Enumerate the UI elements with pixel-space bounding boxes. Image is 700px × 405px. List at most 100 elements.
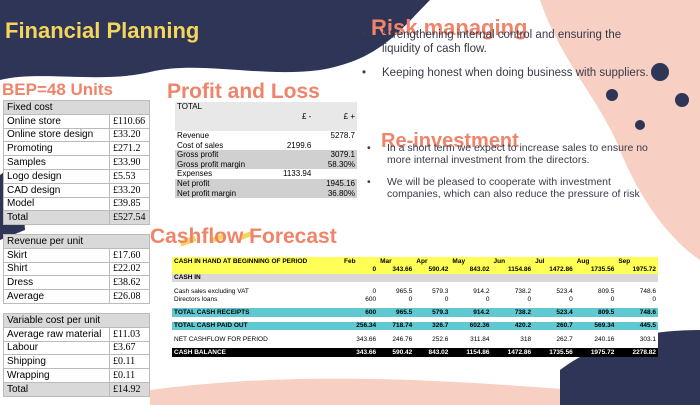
cashflow-month: Apr: [414, 257, 451, 266]
cashflow-opening-value: 843.02: [450, 265, 492, 274]
fixed-total-label: Total: [3, 210, 110, 226]
cashflow-receipts-label: TOTAL CASH RECEIPTS: [172, 308, 342, 317]
bullet-icon: •: [367, 142, 371, 154]
fixed-cost-row: Model £39.85: [3, 196, 150, 212]
pl-label: Net profit margin: [175, 188, 271, 198]
cashflow-sales-value: 738.2: [514, 287, 532, 295]
fixed-cost-label: Samples: [3, 155, 110, 170]
revenue-row: Skirt £17.60: [3, 247, 150, 263]
variable-cost-table: Variable cost per unit Average raw mater…: [3, 313, 150, 397]
reinvestment-bullet-text: We will be pleased to cooperate with inv…: [387, 176, 640, 200]
variable-total-label: Total: [3, 381, 110, 397]
fixed-cost-value: £33.90: [109, 155, 150, 170]
cashflow-net-value: 262.7: [556, 335, 573, 343]
cashflow-sales-label: Cash sales excluding VAT: [174, 287, 249, 295]
variable-cost-label: Average raw material: [3, 326, 110, 342]
cashflow-loans-value: 0: [408, 295, 413, 303]
cashflow-paid-value: 602.36: [450, 321, 492, 331]
risk-bullet-text: Strengthening internal control and ensur…: [382, 29, 622, 55]
revenue-label: Average: [3, 289, 110, 304]
pl-plus: [313, 169, 357, 179]
reinvestment-heading: Re-investment: [381, 130, 519, 152]
cashflow-balance-value: 1472.86: [491, 348, 534, 357]
cashflow-cash-in-label: CASH IN: [172, 273, 342, 282]
cashflow-opening-label: CASH IN HAND AT BEGINNING OF PERIOD: [172, 257, 342, 266]
bullet-icon: •: [362, 29, 367, 41]
risk-bullet: • Strengthening internal control and ensu…: [362, 28, 662, 56]
fixed-cost-row: Online store design £33.20: [3, 127, 150, 143]
cashflow-month: Feb: [342, 257, 379, 266]
revenue-row: Shirt £22.02: [3, 261, 150, 277]
cashflow-opening-value: 590.42: [414, 265, 451, 274]
pl-plus: 1945.16: [313, 178, 357, 189]
pl-minus: 1133.94: [283, 169, 312, 179]
fixed-cost-value: £33.20: [109, 182, 150, 198]
reinvestment-bullet-text: In a short term we expect to increase sa…: [387, 142, 648, 166]
bep-heading: BEP=48 Units: [2, 80, 114, 99]
fixed-cost-value: £39.85: [109, 196, 150, 212]
cashflow-receipts-value: 809.5: [574, 308, 617, 317]
cashflow-month: May: [450, 257, 492, 266]
reinvestment-bullets: • In a short term we expect to increase s…: [367, 142, 667, 210]
cashflow-net-value: 240.16: [594, 335, 615, 343]
cashflow-loans-value: 0: [444, 295, 449, 303]
variable-cost-row: Labour £3.67: [3, 340, 150, 356]
pl-plus: 36.80%: [313, 188, 357, 198]
cashflow-sales-value: 523.4: [556, 287, 573, 295]
cashflow-receipts-value: 748.6: [616, 308, 658, 317]
pl-label: Revenue: [177, 131, 210, 141]
revenue-row: Average £26.08: [3, 289, 150, 304]
cashflow-sales-value: 0: [372, 287, 377, 295]
pl-plus: 3079.1: [313, 149, 357, 160]
reinvestment-bullet: • We will be pleased to cooperate with in…: [367, 176, 667, 200]
cashflow-receipts-value: 579.3: [414, 308, 451, 317]
cashflow-paid-value: 326.7: [414, 321, 451, 331]
bullet-icon: •: [362, 67, 367, 79]
variable-cost-value: £3.67: [109, 340, 150, 356]
pl-col-plus: £ +: [313, 111, 357, 122]
cashflow-sales-value: 748.6: [639, 287, 656, 295]
cashflow-loans-value: 0: [610, 295, 615, 303]
variable-cost-row: Average raw material £11.03: [3, 326, 150, 342]
cashflow-month: Jun: [491, 257, 534, 266]
revenue-table: Revenue per unit Skirt £17.60 Shirt £22.02 D…: [3, 234, 150, 304]
cashflow-balance-value: 590.42: [378, 348, 415, 357]
pl-minus: [270, 159, 314, 170]
variable-cost-value: £0.11: [109, 368, 150, 383]
fixed-cost-label: Model: [3, 196, 110, 212]
cashflow-opening-row: CASH IN HAND AT BEGINNING OF PERIOD Feb M…: [172, 257, 658, 266]
variable-cost-row: Wrapping £0.11: [3, 368, 150, 383]
fixed-cost-value: £110.66: [109, 113, 150, 129]
fixed-total-value: £527.54: [109, 210, 150, 226]
cashflow-paid-row: TOTAL CASH PAID OUT 256.34 718.74 326.7 602.…: [172, 321, 658, 331]
variable-cost-label: Shipping: [3, 354, 110, 370]
cashflow-receipts-value: 738.2: [491, 308, 534, 317]
revenue-row: Dress £38.62: [3, 275, 150, 291]
fixed-cost-value: £271.2: [109, 141, 150, 157]
cashflow-net-value: 246.76: [392, 335, 413, 343]
revenue-label: Dress: [3, 275, 110, 291]
page-title: Financial Planning: [5, 18, 200, 43]
cashflow-balance-value: 1975.72: [574, 348, 617, 357]
cashflow-paid-value: 256.34: [342, 321, 379, 331]
cashflow-receipts-value: 965.5: [378, 308, 415, 317]
cashflow-net-value: 303.1: [639, 335, 656, 343]
pl-label: Gross profit margin: [175, 159, 271, 170]
cashflow-loans-value: 0: [485, 295, 490, 303]
cashflow-loans-value: 0: [652, 295, 656, 303]
revenue-header: Revenue per unit: [3, 234, 150, 249]
risk-heading: Risk managing: [371, 15, 528, 40]
cashflow-month: Jul: [533, 257, 575, 266]
cashflow-opening-value: 1154.86: [491, 265, 534, 274]
variable-cost-value: £0.11: [109, 354, 150, 370]
cashflow-loans-label: Directors loans: [174, 295, 218, 303]
pl-plus: [313, 140, 357, 150]
pl-row: Revenue 5278.7: [175, 131, 357, 141]
cashflow-paid-value: 718.74: [378, 321, 415, 331]
reinvestment-bullet: • In a short term we expect to increase s…: [367, 142, 667, 166]
cashflow-sales-value: 914.2: [473, 287, 490, 295]
cashflow-month: Mar: [378, 257, 415, 266]
cashflow-month: Aug: [574, 257, 617, 266]
fixed-cost-label: Online store: [3, 113, 110, 129]
